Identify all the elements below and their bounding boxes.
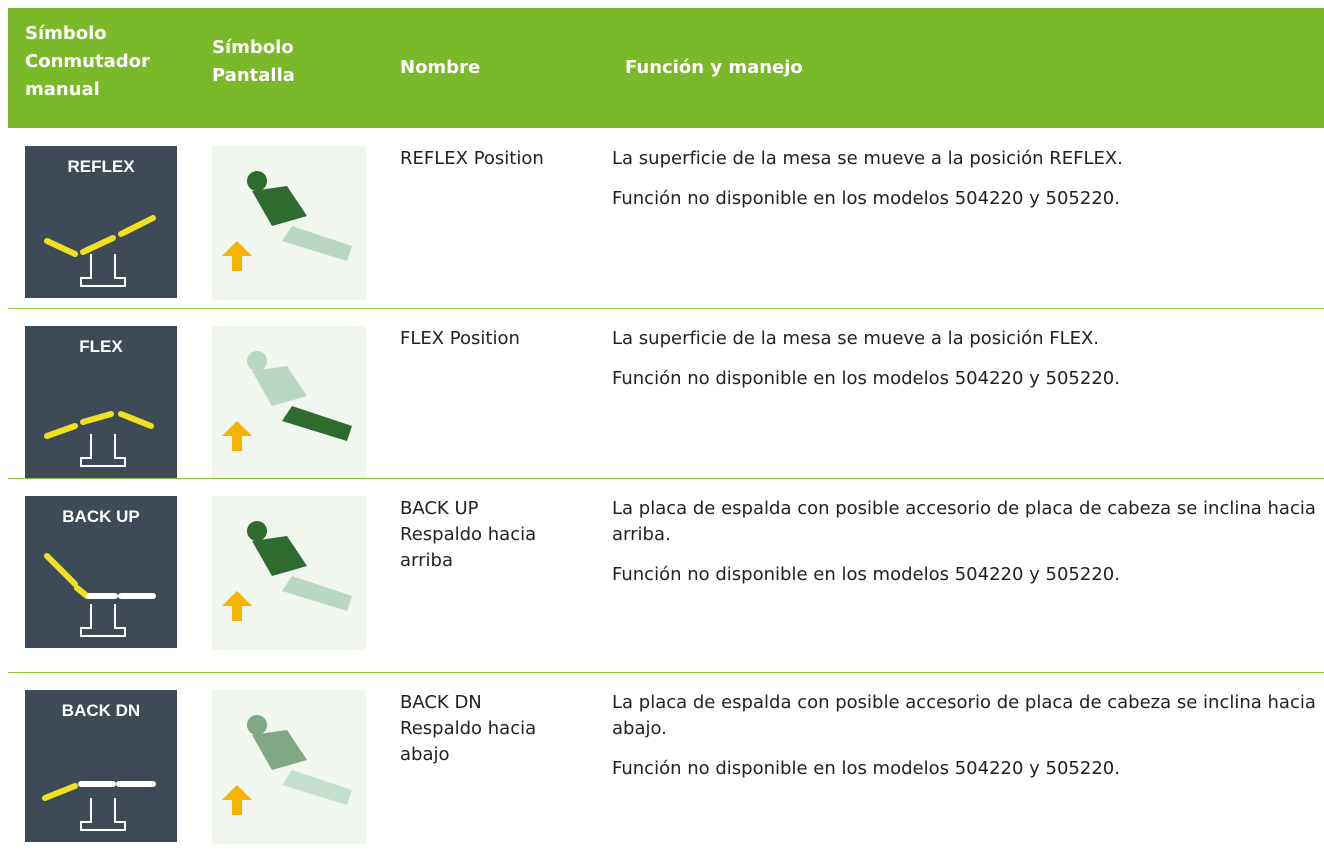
row-separator (8, 308, 1324, 309)
name-line: BACK DN (400, 692, 482, 713)
function-text: La placa de espalda con posible accesori… (612, 692, 1316, 739)
switch-bg (25, 496, 177, 648)
name-cell: FLEX Position (400, 326, 580, 352)
switch-bg (25, 326, 177, 478)
figure-head (247, 171, 267, 191)
function-text: Función no disponible en los modelos 504… (612, 368, 1120, 389)
display-symbol (212, 496, 366, 650)
display-bg (212, 146, 366, 300)
header-cell: Símbolo Pantalla (212, 37, 295, 86)
figure-head (247, 521, 267, 541)
switch-pedestal (80, 254, 126, 287)
switch-bg (25, 690, 177, 842)
name-line: REFLEX Position (400, 148, 544, 169)
switch-symbol: BACK UP (25, 496, 177, 648)
switch-line (44, 215, 156, 257)
header-cell: Función y manejo (625, 57, 803, 78)
switch-label: REFLEX (67, 157, 135, 176)
switch-pedestal (80, 604, 126, 637)
row-separator (8, 672, 1324, 673)
arrow (222, 241, 252, 271)
figure-body (252, 730, 307, 770)
function-text: Función no disponible en los modelos 504… (612, 188, 1120, 209)
figure-head (247, 351, 267, 371)
display-symbol (212, 326, 366, 480)
switch-line (44, 411, 154, 439)
name-line: Respaldo hacia abajo (400, 718, 537, 765)
name-line: BACK UP (400, 498, 479, 519)
display-bg (212, 326, 366, 480)
function-text: Función no disponible en los modelos 504… (612, 564, 1120, 585)
header-cell: Símbolo Conmutador manual (25, 23, 150, 100)
function-text: La superficie de la mesa se mueve a la p… (612, 328, 1100, 349)
display-symbol (212, 690, 366, 844)
arrow (222, 421, 252, 451)
display-bg (212, 496, 366, 650)
function-cell: La placa de espalda con posible accesori… (612, 496, 1317, 602)
switch-symbol: BACK DN (25, 690, 177, 842)
function-cell: La placa de espalda con posible accesori… (612, 690, 1317, 796)
switch-line (44, 553, 90, 599)
figure-legs (282, 226, 352, 261)
header-cell: Nombre (400, 57, 481, 78)
switch-label: BACK DN (62, 701, 140, 720)
switch-pedestal (80, 434, 126, 467)
display-symbol (212, 146, 366, 300)
switch-line (42, 783, 78, 801)
figure-body (252, 366, 307, 406)
function-text: La superficie de la mesa se mueve a la p… (612, 148, 1123, 169)
name-cell: BACK UP Respaldo hacia arriba (400, 496, 580, 574)
name-cell: REFLEX Position (400, 146, 580, 172)
switch-symbol: REFLEX (25, 146, 177, 298)
switch-symbol: FLEX (25, 326, 177, 478)
figure-legs (282, 770, 352, 805)
row-separator (8, 478, 1324, 479)
function-cell: La superficie de la mesa se mueve a la p… (612, 326, 1317, 406)
display-bg (212, 690, 366, 844)
function-text: Función no disponible en los modelos 504… (612, 758, 1120, 779)
figure-legs (282, 406, 352, 441)
switch-label: BACK UP (62, 507, 139, 526)
switch-label: FLEX (79, 337, 123, 356)
figure-legs (282, 576, 352, 611)
name-cell: BACK DN Respaldo hacia abajo (400, 690, 580, 768)
table-header: Símbolo Conmutador manual Símbolo Pantal… (8, 8, 1324, 128)
figure-body (252, 536, 307, 576)
switch-pedestal (80, 798, 126, 831)
function-cell: La superficie de la mesa se mueve a la p… (612, 146, 1317, 226)
figure-body (252, 186, 307, 226)
function-text: La placa de espalda con posible accesori… (612, 498, 1316, 545)
name-line: FLEX Position (400, 328, 520, 349)
name-line: Respaldo hacia arriba (400, 524, 537, 571)
figure-head (247, 715, 267, 735)
arrow (222, 591, 252, 621)
arrow (222, 785, 252, 815)
